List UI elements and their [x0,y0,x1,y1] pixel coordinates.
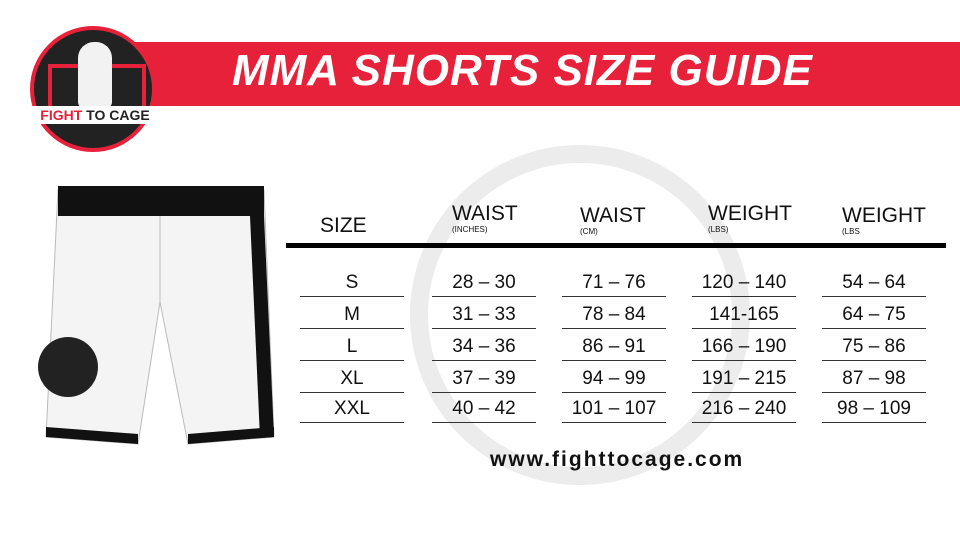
table-cell: 64 – 75 [822,302,926,329]
table-cell: 87 – 98 [822,366,926,393]
table-cell: S [300,270,404,297]
header-weight-lbs: WEIGHT (LBS) [708,202,792,234]
table-cell: 166 – 190 [692,334,796,361]
fight-to-cage-logo: FIGHT TO CAGE [30,26,158,152]
table-cell: XXL [300,396,404,423]
table-cell: 40 – 42 [432,396,536,423]
fighter-icon [78,42,112,108]
table-cell: 37 – 39 [432,366,536,393]
title-banner [120,42,960,106]
website-url: www.fighttocage.com [490,448,745,471]
table-cell: 86 – 91 [562,334,666,361]
table-cell: 120 – 140 [692,270,796,297]
table-cell: XL [300,366,404,393]
header-divider [286,243,946,248]
table-cell: 191 – 215 [692,366,796,393]
table-cell: 78 – 84 [562,302,666,329]
table-cell: 101 – 107 [562,396,666,423]
header-weight-2: WEIGHT (LBS [842,204,926,236]
header-size: SIZE [320,214,367,237]
page-title: MMA SHORTS SIZE GUIDE [232,46,813,95]
header-waist-cm: WAIST (CM) [580,204,646,236]
header-waist-inches: WAIST (INCHES) [452,202,518,234]
table-cell: 71 – 76 [562,270,666,297]
table-cell: 31 – 33 [432,302,536,329]
table-cell: 94 – 99 [562,366,666,393]
mma-shorts-image [38,186,275,445]
table-cell: 141-165 [692,302,796,329]
table-cell: 28 – 30 [432,270,536,297]
table-cell: L [300,334,404,361]
logo-text: FIGHT TO CAGE [32,106,158,124]
table-cell: 34 – 36 [432,334,536,361]
table-cell: 216 – 240 [692,396,796,423]
table-cell: 98 – 109 [822,396,926,423]
table-cell: 54 – 64 [822,270,926,297]
table-cell: M [300,302,404,329]
table-cell: 75 – 86 [822,334,926,361]
